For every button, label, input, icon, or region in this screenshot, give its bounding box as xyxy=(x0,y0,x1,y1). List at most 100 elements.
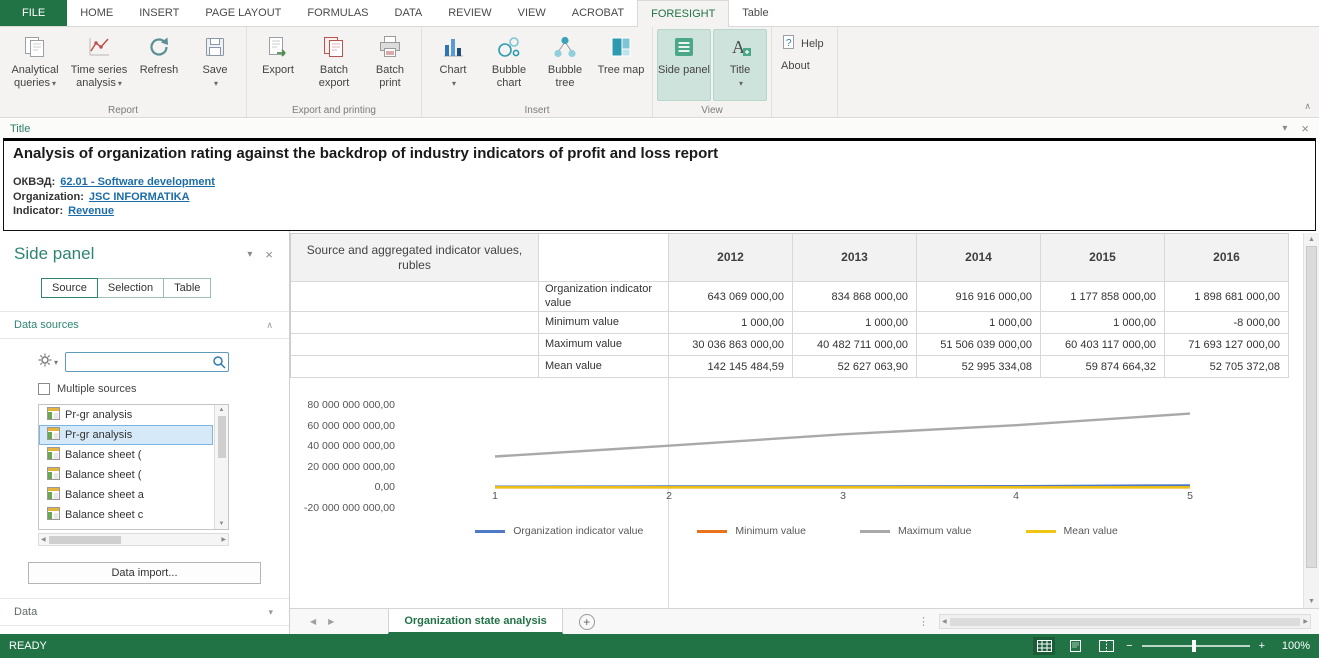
value-cell[interactable]: 40 482 711 000,00 xyxy=(793,334,917,356)
value-cell[interactable]: 52 705 372,08 xyxy=(1165,356,1289,378)
scroll-right-icon[interactable] xyxy=(1303,618,1308,625)
value-cell[interactable]: 30 036 863 000,00 xyxy=(669,334,793,356)
tab-acrobat[interactable]: ACROBAT xyxy=(571,7,625,19)
scroll-left-icon[interactable] xyxy=(41,536,46,543)
chart-plot[interactable] xyxy=(398,397,1303,517)
list-vertical-scrollbar[interactable] xyxy=(214,405,228,529)
time-series-analysis-button[interactable]: Time series analysis xyxy=(68,29,130,101)
value-cell[interactable]: 52 995 334,08 xyxy=(917,356,1041,378)
title-button[interactable]: A Title xyxy=(713,29,767,101)
scrollbar-thumb[interactable] xyxy=(1306,246,1317,568)
horizontal-scrollbar[interactable] xyxy=(939,614,1311,629)
data-import-button[interactable]: Data import... xyxy=(28,562,261,584)
table-header-blank[interactable] xyxy=(539,234,669,282)
year-header[interactable]: 2014 xyxy=(917,234,1041,282)
value-cell[interactable]: 52 627 063,90 xyxy=(793,356,917,378)
list-item[interactable]: Balance sheet ( xyxy=(39,465,213,485)
scroll-down-icon[interactable] xyxy=(1308,598,1315,605)
okved-link[interactable]: 62.01 - Software development xyxy=(60,176,215,188)
source-settings-button[interactable] xyxy=(38,353,58,372)
tab-table-sp[interactable]: Table xyxy=(163,278,212,298)
list-item[interactable]: Balance sheet ( xyxy=(39,445,213,465)
prev-sheet-icon[interactable] xyxy=(310,617,316,626)
zoom-slider[interactable] xyxy=(1141,640,1250,652)
page-break-view-button[interactable] xyxy=(1095,637,1117,655)
year-header[interactable]: 2013 xyxy=(793,234,917,282)
tree-map-button[interactable]: Tree map xyxy=(594,29,648,101)
value-cell[interactable]: 916 916 000,00 xyxy=(917,282,1041,312)
about-button[interactable]: About xyxy=(781,60,824,72)
list-item[interactable]: Balance sheet c xyxy=(39,505,213,525)
table-corner-header[interactable]: Source and aggregated indicator values, … xyxy=(291,234,539,282)
collapse-panel-icon[interactable] xyxy=(1282,123,1287,134)
close-side-panel-icon[interactable] xyxy=(265,247,273,262)
value-cell[interactable]: 1 177 858 000,00 xyxy=(1041,282,1165,312)
scroll-right-icon[interactable] xyxy=(221,536,226,543)
collapse-ribbon-icon[interactable] xyxy=(1304,96,1311,114)
value-cell[interactable]: -8 000,00 xyxy=(1165,312,1289,334)
multiple-sources-checkbox[interactable] xyxy=(38,383,50,395)
value-cell[interactable]: 142 145 484,59 xyxy=(669,356,793,378)
empty-cell[interactable] xyxy=(291,356,539,378)
page-layout-view-button[interactable] xyxy=(1064,637,1086,655)
tab-page-layout[interactable]: PAGE LAYOUT xyxy=(205,7,282,19)
save-button[interactable]: Save xyxy=(188,29,242,101)
data-section-header[interactable]: Data xyxy=(0,598,289,626)
row-label[interactable]: Minimum value xyxy=(539,312,669,334)
scrollbar-thumb[interactable] xyxy=(48,535,121,544)
value-cell[interactable]: 59 874 664,32 xyxy=(1041,356,1165,378)
help-button[interactable]: ? Help xyxy=(781,35,824,53)
source-search-input[interactable] xyxy=(65,352,229,372)
list-item[interactable]: Balance sheet a xyxy=(39,485,213,505)
chart-button[interactable]: Chart xyxy=(426,29,480,101)
bubble-chart-button[interactable]: Bubble chart xyxy=(482,29,536,101)
tab-table[interactable]: Table xyxy=(742,7,769,19)
tab-formulas[interactable]: FORMULAS xyxy=(307,7,369,19)
batch-print-button[interactable]: Batch print xyxy=(363,29,417,101)
organization-link[interactable]: JSC INFORMATIKA xyxy=(88,190,190,203)
year-header[interactable]: 2015 xyxy=(1041,234,1165,282)
tab-foresight[interactable]: FORESIGHT xyxy=(637,0,730,27)
empty-cell[interactable] xyxy=(291,334,539,356)
zoom-slider-thumb[interactable] xyxy=(1191,640,1196,652)
value-cell[interactable]: 834 868 000,00 xyxy=(793,282,917,312)
tab-source[interactable]: Source xyxy=(41,278,98,298)
value-cell[interactable]: 1 000,00 xyxy=(1041,312,1165,334)
row-label[interactable]: Maximum value xyxy=(539,334,669,356)
next-sheet-icon[interactable] xyxy=(328,617,334,626)
value-cell[interactable]: 71 693 127 000,00 xyxy=(1165,334,1289,356)
row-label[interactable]: Organization indicator value xyxy=(539,282,669,312)
value-cell[interactable]: 1 000,00 xyxy=(793,312,917,334)
tab-home[interactable]: HOME xyxy=(80,7,114,19)
zoom-level[interactable]: 100% xyxy=(1281,640,1310,652)
side-panel-button[interactable]: Side panel xyxy=(657,29,711,101)
indicator-link[interactable]: Revenue xyxy=(68,205,114,217)
scrollbar-thumb[interactable] xyxy=(217,416,226,458)
line-chart[interactable]: 80 000 000 000,00 60 000 000 000,00 40 0… xyxy=(290,377,1303,562)
close-panel-icon[interactable] xyxy=(1301,121,1309,136)
tab-file[interactable]: FILE xyxy=(0,0,68,26)
list-item[interactable]: Pr-gr analysis xyxy=(39,425,213,445)
list-horizontal-scrollbar[interactable] xyxy=(38,533,229,546)
value-cell[interactable]: 1 000,00 xyxy=(669,312,793,334)
value-cell[interactable]: 1 898 681 000,00 xyxy=(1165,282,1289,312)
value-cell[interactable]: 51 506 039 000,00 xyxy=(917,334,1041,356)
refresh-button[interactable]: Refresh xyxy=(132,29,186,101)
list-item[interactable]: Pr-gr analysis xyxy=(39,405,213,425)
scroll-up-icon[interactable] xyxy=(1308,236,1315,243)
sheet-tab-active[interactable]: Organization state analysis xyxy=(388,609,563,634)
tab-insert[interactable]: INSERT xyxy=(139,7,180,19)
tab-view[interactable]: VIEW xyxy=(517,7,546,19)
normal-view-button[interactable] xyxy=(1033,637,1056,655)
year-header[interactable]: 2012 xyxy=(669,234,793,282)
batch-export-button[interactable]: Batch export xyxy=(307,29,361,101)
scrollbar-thumb[interactable] xyxy=(949,617,1301,626)
tab-review[interactable]: REVIEW xyxy=(448,7,492,19)
value-cell[interactable]: 60 403 117 000,00 xyxy=(1041,334,1165,356)
add-sheet-button[interactable] xyxy=(578,613,595,630)
empty-cell[interactable] xyxy=(291,282,539,312)
zoom-out-button[interactable] xyxy=(1126,640,1132,652)
row-label[interactable]: Mean value xyxy=(539,356,669,378)
empty-cell[interactable] xyxy=(291,312,539,334)
value-cell[interactable]: 1 000,00 xyxy=(917,312,1041,334)
